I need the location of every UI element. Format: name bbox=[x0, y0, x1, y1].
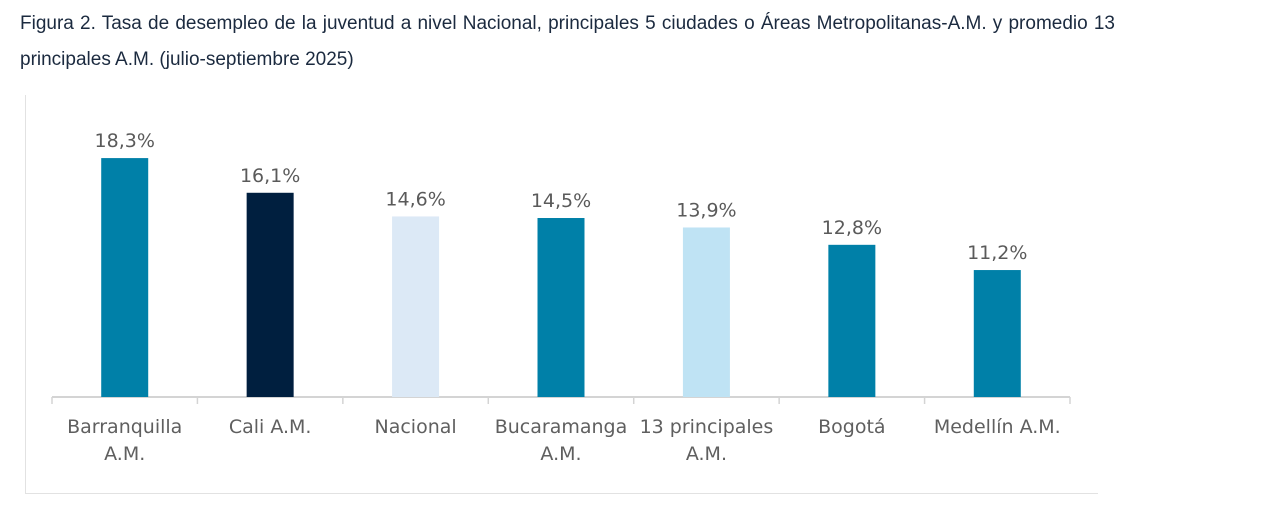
data-label: 12,8% bbox=[822, 217, 882, 239]
chart-frame-left bbox=[25, 95, 26, 493]
data-label: 14,6% bbox=[385, 188, 445, 210]
category-label: A.M. bbox=[540, 443, 581, 465]
bar bbox=[101, 158, 149, 397]
data-label: 16,1% bbox=[240, 165, 300, 187]
category-label: Nacional bbox=[374, 416, 456, 438]
data-label: 14,5% bbox=[531, 190, 591, 212]
data-label: 13,9% bbox=[676, 199, 736, 221]
category-label: Cali A.M. bbox=[229, 416, 312, 438]
bar bbox=[682, 227, 730, 397]
figure-title: Figura 2. Tasa de desempleo de la juvent… bbox=[20, 13, 1115, 70]
category-label: Bucaramanga bbox=[495, 416, 628, 438]
category-label: Barranquilla bbox=[67, 416, 182, 438]
bar bbox=[392, 216, 440, 397]
bar bbox=[537, 218, 585, 397]
bar bbox=[973, 270, 1021, 397]
bar bbox=[828, 244, 876, 397]
data-label: 18,3% bbox=[95, 130, 155, 152]
category-label: A.M. bbox=[104, 443, 145, 465]
category-label: Medellín A.M. bbox=[934, 416, 1061, 438]
category-label: 13 principales bbox=[640, 416, 774, 438]
category-label: A.M. bbox=[686, 443, 727, 465]
category-label: Bogotá bbox=[818, 416, 885, 438]
chart-frame-bottom bbox=[25, 493, 1098, 494]
data-label: 11,2% bbox=[967, 242, 1027, 264]
bar bbox=[246, 192, 294, 397]
